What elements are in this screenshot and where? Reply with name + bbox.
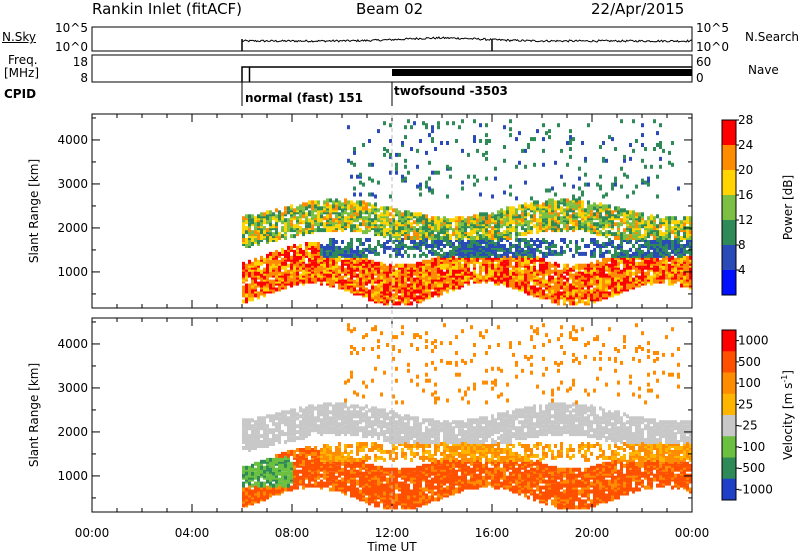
time-tick-0: 00:00 (75, 526, 110, 540)
freq-tick-left-top: 18 (73, 55, 88, 69)
noise-tick-right-bottom: 10^0 (696, 40, 729, 54)
power-swatch-4 (722, 220, 736, 246)
velocity-colorbar: 1000 500 100 25 -25 -100 -500 -1000 Velocity [m … (721, 329, 795, 501)
velocity-ytick-2: 3000 (57, 381, 88, 395)
cpid-lines (241, 82, 393, 106)
noise-sky-label: N.Sky (2, 30, 37, 44)
velocity-cells (242, 323, 692, 510)
time-axis: 00:00 04:00 08:00 12:00 16:00 20:00 00:00 Time … (75, 114, 710, 554)
power-swatch-6 (722, 270, 736, 296)
velocity-swatch-5 (722, 436, 736, 458)
velocity-ylabel: Slant Range [km] (27, 363, 41, 467)
beam-label: Beam 02 (356, 0, 424, 18)
velocity-swatch-6 (722, 457, 736, 480)
power-swatch-1 (722, 145, 736, 171)
power-swatch-2 (722, 170, 736, 196)
velocity-cb-tick-5: -100 (738, 440, 765, 454)
cpid-mode-1: normal (fast) 151 (245, 91, 363, 105)
freq-trace (241, 66, 692, 82)
velocity-ytick-1: 2000 (57, 425, 88, 439)
freq-tick-right-bottom: 0 (696, 71, 704, 85)
noise-tick-right-top: 10^5 (696, 21, 729, 35)
velocity-swatch-2 (722, 372, 736, 395)
power-cb-tick-0: 4 (738, 263, 746, 277)
velocity-swatch-3 (722, 393, 736, 416)
noise-panel: 10^5 10^0 10^5 10^0 (55, 21, 729, 54)
velocity-swatch-0 (722, 330, 736, 352)
time-tick-6: 00:00 (675, 526, 710, 540)
time-tick-1: 04:00 (175, 526, 210, 540)
power-cb-tick-3: 16 (738, 188, 753, 202)
velocity-cb-tick-3: 25 (738, 397, 753, 411)
velocity-swatch-1 (722, 351, 736, 373)
frequency-panel: 18 8 60 0 (73, 54, 711, 85)
noise-sky-trace (241, 36, 693, 43)
velocity-cb-tick-2: 100 (738, 376, 761, 390)
power-ytick-1: 2000 (57, 221, 88, 235)
velocity-cb-label: Velocity [m s-1] (780, 370, 795, 460)
noise-tick-left-top: 10^5 (55, 21, 88, 35)
power-cb-tick-4: 20 (738, 163, 753, 177)
power-ytick-2: 3000 (57, 177, 88, 191)
noise-tick-left-bottom: 10^0 (55, 40, 88, 54)
velocity-cb-tick-6: -500 (738, 461, 765, 475)
velocity-ytick-0: 1000 (57, 469, 88, 483)
power-cb-tick-6: 28 (738, 113, 753, 127)
nave-label: Nave (748, 63, 779, 77)
cpid-label: CPID (4, 87, 37, 101)
freq-tick-right-top: 60 (696, 55, 711, 69)
velocity-swatch-7 (722, 478, 736, 501)
power-cb-label: Power [dB] (781, 175, 795, 240)
freq-label-top: Freq. (8, 53, 38, 67)
velocity-swatch-4 (722, 415, 736, 437)
power-cb-tick-1: 8 (738, 238, 746, 252)
cpid-mode-2: twofsound -3503 (394, 84, 508, 98)
power-cb-tick-5: 24 (738, 138, 753, 152)
nave-trace (392, 69, 692, 76)
time-tick-5: 20:00 (575, 526, 610, 540)
power-swatch-0 (722, 120, 736, 146)
velocity-ytick-3: 4000 (57, 337, 88, 351)
velocity-panel: 1000 2000 3000 4000 Slant Range [km] (27, 317, 693, 513)
velocity-cb-tick-0: 1000 (738, 334, 769, 348)
time-tick-2: 08:00 (275, 526, 310, 540)
velocity-cb-tick-7: -1000 (738, 482, 773, 496)
freq-tick-left-bottom: 8 (80, 71, 88, 85)
power-swatch-5 (722, 245, 736, 271)
power-cb-tick-2: 12 (738, 213, 753, 227)
power-ylabel: Slant Range [km] (27, 159, 41, 263)
station-title: Rankin Inlet (fitACF) (92, 0, 243, 18)
velocity-cb-tick-4: -25 (738, 419, 758, 433)
time-axis-label: Time UT (366, 540, 417, 554)
date-label: 22/Apr/2015 (591, 0, 685, 18)
noise-search-label: N.Search (745, 30, 800, 44)
power-ytick-3: 4000 (57, 133, 88, 147)
time-tick-3: 12:00 (375, 526, 410, 540)
power-swatch-3 (722, 195, 736, 221)
power-panel: 1000 2000 3000 4000 Slant Range [km] (27, 113, 693, 309)
freq-label-bottom: [MHz] (4, 66, 40, 80)
power-colorbar: 4 8 12 16 20 24 28 Power [dB] (721, 113, 795, 296)
power-ytick-0: 1000 (57, 265, 88, 279)
power-cells (242, 119, 692, 306)
time-tick-4: 16:00 (475, 526, 510, 540)
velocity-cb-tick-1: 500 (738, 355, 761, 369)
